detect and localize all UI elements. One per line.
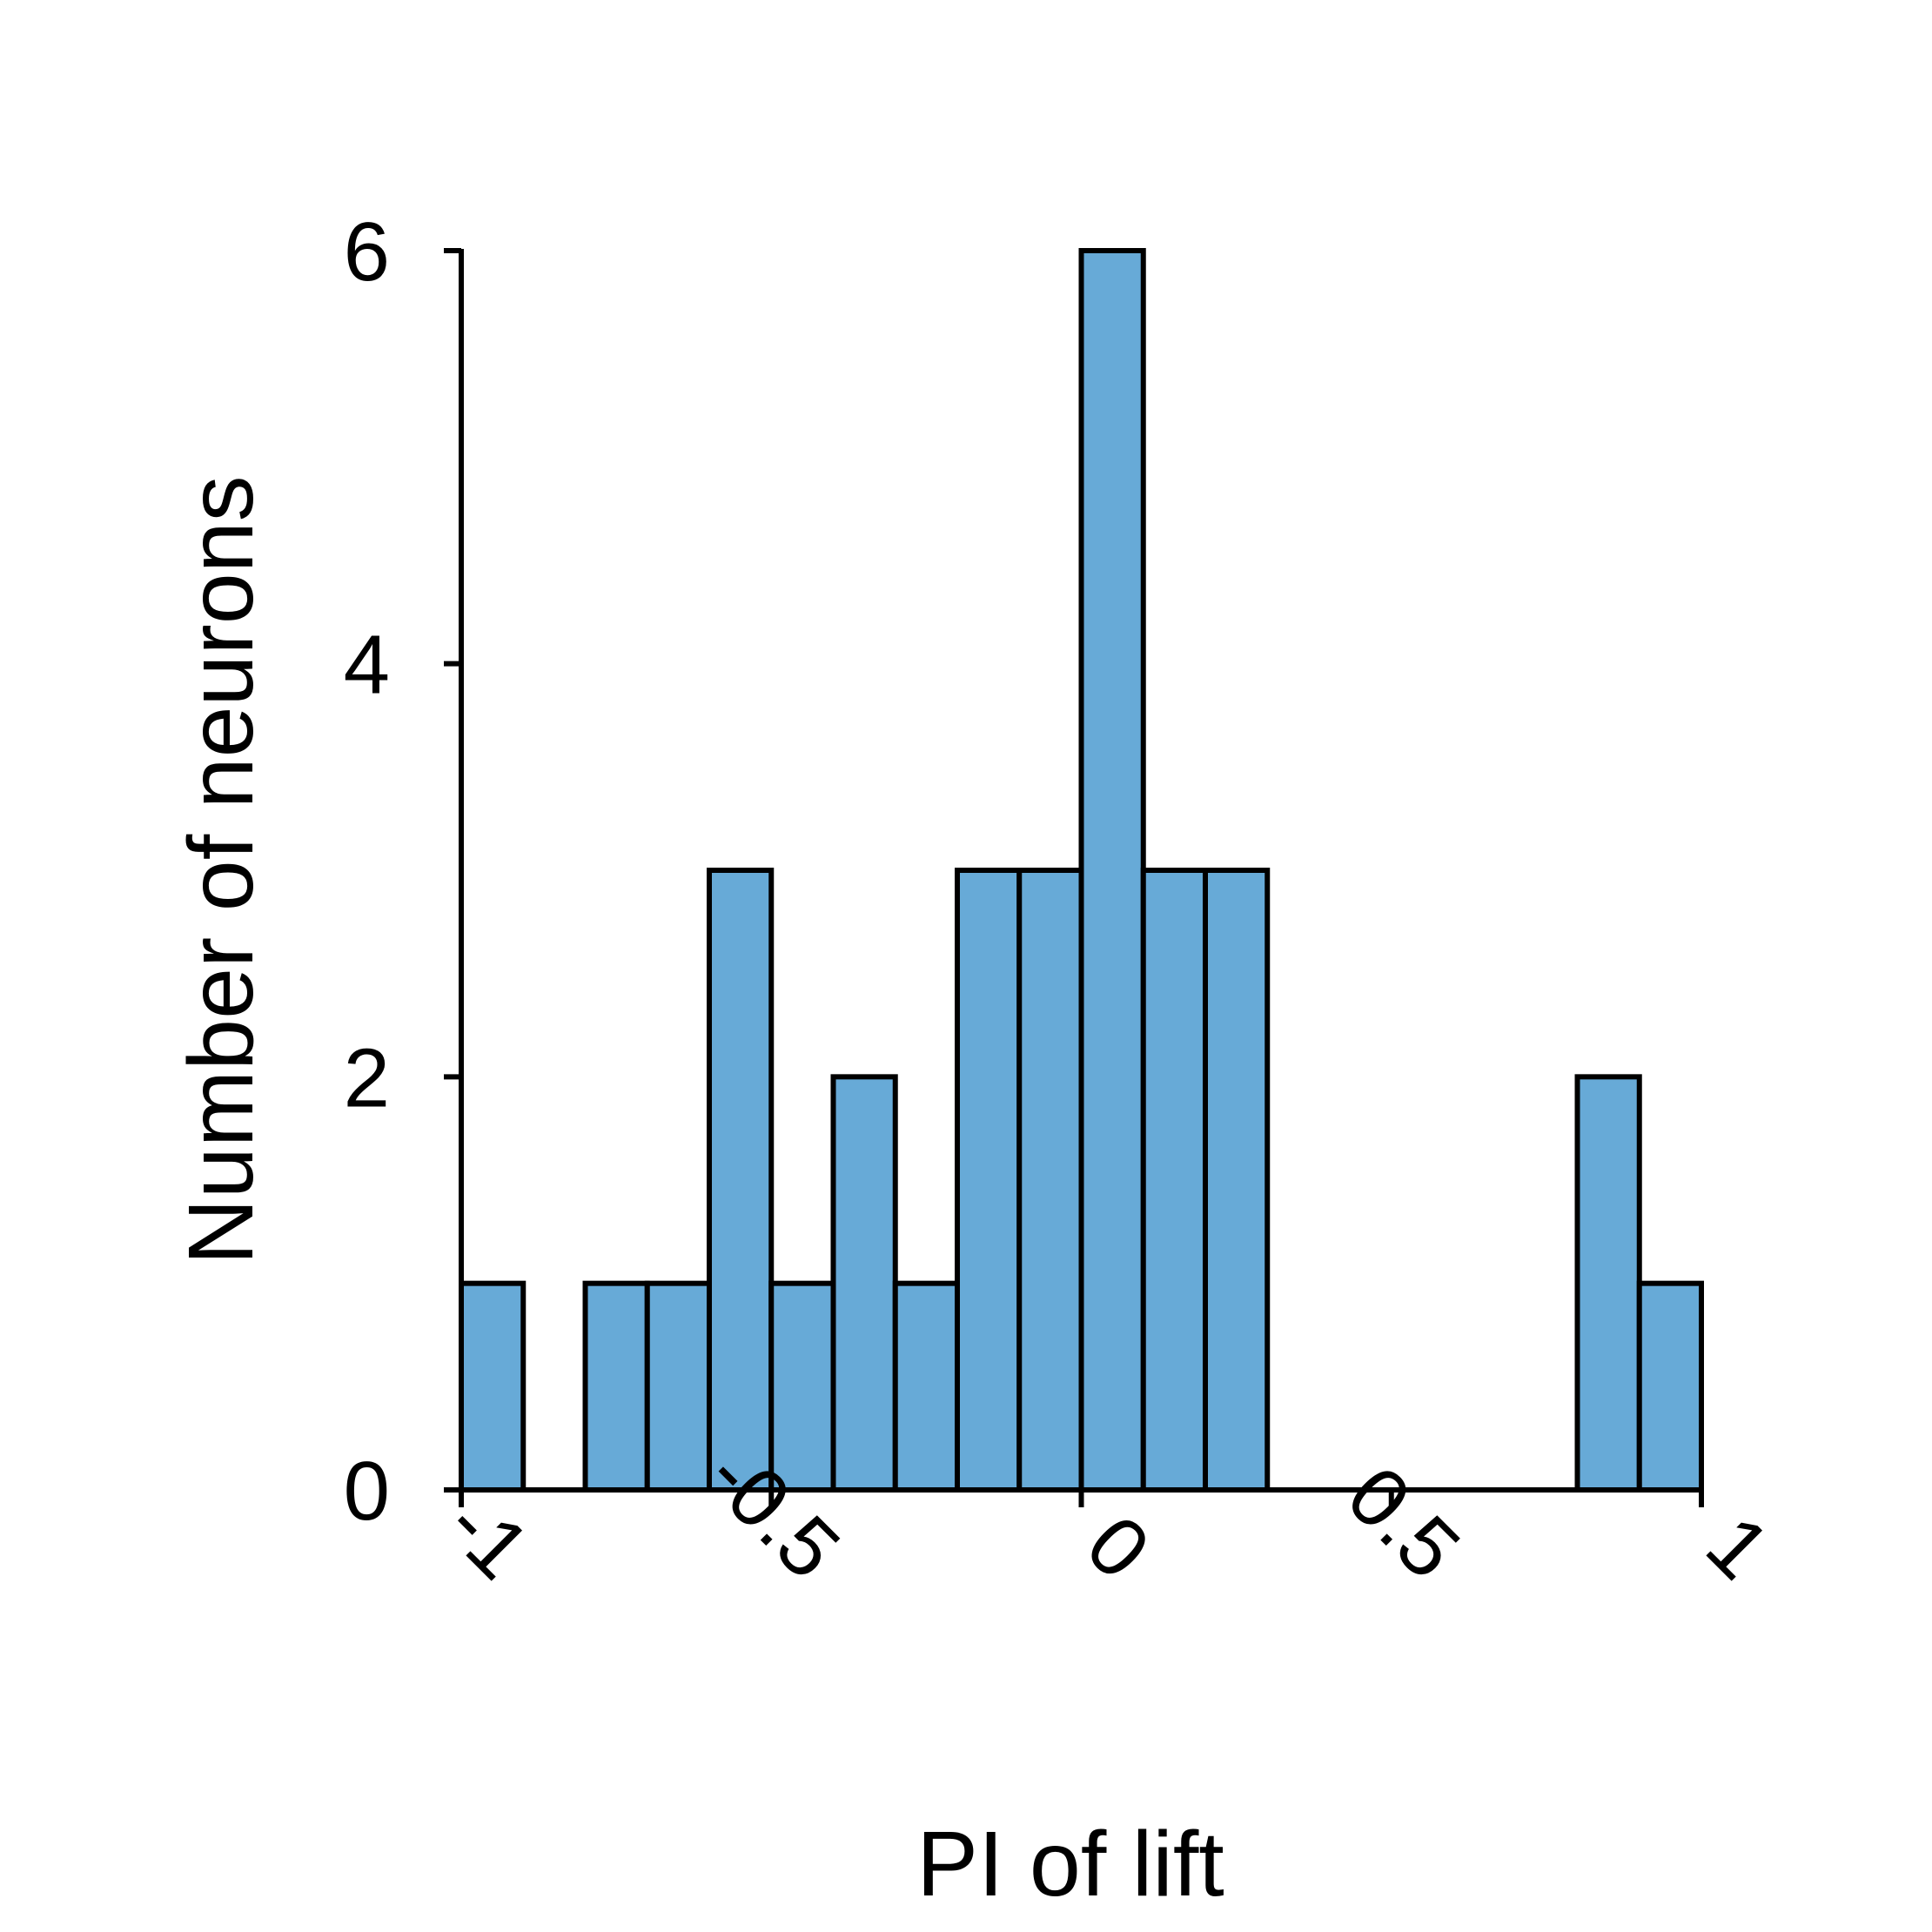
histogram-bar [582, 1280, 650, 1493]
histogram-bar [707, 868, 775, 1493]
histogram-bar [1016, 868, 1084, 1493]
histogram-bar [1636, 1280, 1704, 1493]
histogram-bars [459, 248, 1704, 1493]
histogram-bar [1574, 1074, 1642, 1493]
histogram-bar [1203, 868, 1271, 1493]
x-tick-label: -1 [429, 1479, 547, 1597]
y-tick-label: 4 [344, 619, 390, 712]
y-tick-label: 2 [344, 1031, 390, 1124]
y-tick-label: 0 [344, 1445, 390, 1538]
x-axis-label: PI of lift [916, 1813, 1224, 1915]
histogram-bar [644, 1280, 712, 1493]
histogram-bar [1140, 868, 1208, 1493]
x-tick-label: 1 [1688, 1498, 1787, 1596]
histogram-bar [1078, 248, 1146, 1493]
y-axis-label: Number of neurons [170, 475, 272, 1265]
x-tick-label: 0 [1069, 1498, 1167, 1596]
histogram-bar [459, 1280, 527, 1493]
axes [444, 248, 1704, 1507]
histogram-bar [892, 1280, 960, 1493]
histogram-bar [830, 1074, 898, 1493]
y-tick-label: 6 [344, 205, 390, 299]
histogram-bar [955, 868, 1023, 1493]
x-tick-label: 0.5 [1330, 1449, 1478, 1597]
